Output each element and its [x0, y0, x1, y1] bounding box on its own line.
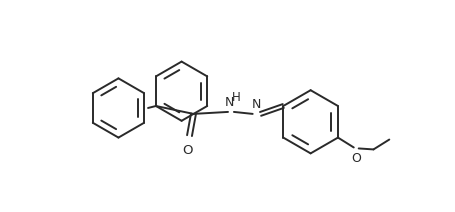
Text: O: O — [350, 152, 360, 165]
Text: H: H — [231, 91, 240, 104]
Text: O: O — [182, 145, 192, 158]
Text: N: N — [251, 98, 261, 111]
Text: N: N — [224, 96, 233, 109]
